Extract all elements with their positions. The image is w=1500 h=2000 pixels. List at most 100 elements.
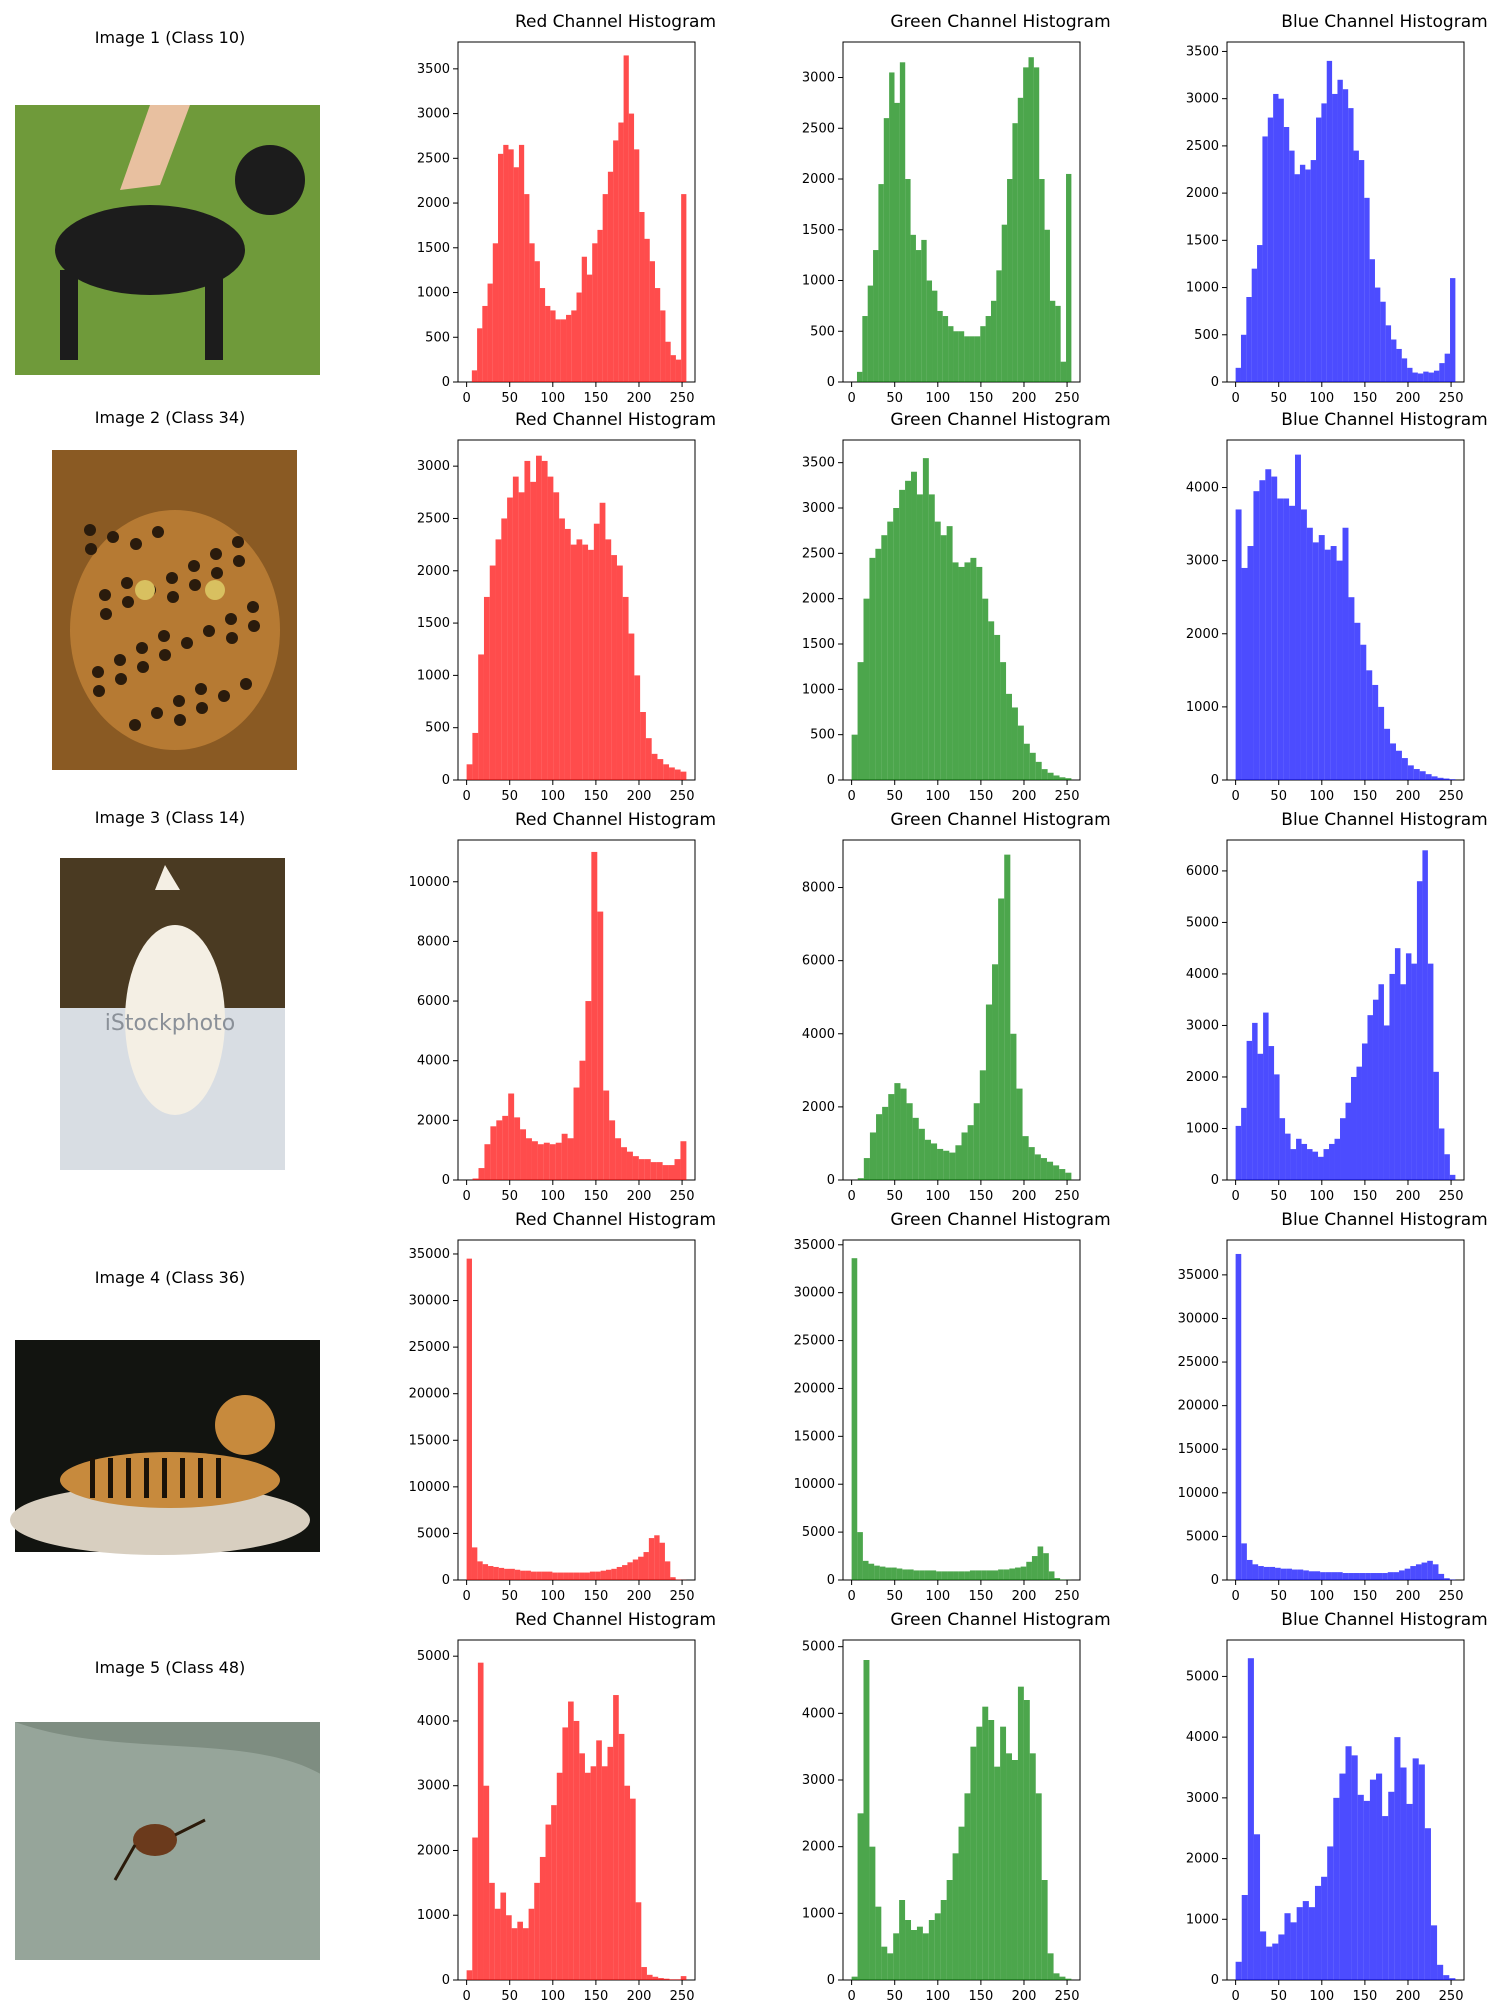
chart-title: Blue Channel Histogram bbox=[1281, 1210, 1488, 1230]
histogram-bar bbox=[1348, 1573, 1354, 1580]
histogram-bar bbox=[550, 310, 556, 382]
histogram-bar bbox=[1235, 509, 1242, 780]
histogram-bar bbox=[669, 1979, 676, 1980]
x-tick-label: 200 bbox=[627, 1189, 652, 1200]
histogram-bar bbox=[478, 654, 484, 780]
histogram-bar bbox=[541, 1571, 548, 1580]
x-tick-label: 200 bbox=[1396, 789, 1421, 800]
y-tick-label: 0 bbox=[1211, 1973, 1219, 1988]
histogram-bar bbox=[579, 1572, 585, 1580]
x-tick-label: 200 bbox=[1012, 391, 1037, 402]
leopard-eye bbox=[205, 580, 225, 600]
y-tick-label: 1500 bbox=[1186, 233, 1219, 248]
histogram-bar bbox=[472, 1837, 478, 1980]
histogram-bar bbox=[501, 518, 508, 780]
histogram-bar bbox=[937, 1148, 944, 1180]
y-tick-label: 3000 bbox=[1186, 92, 1219, 107]
histogram-bar bbox=[1400, 1767, 1407, 1980]
y-tick-label: 2000 bbox=[1186, 627, 1219, 642]
histogram-bar bbox=[1401, 358, 1408, 382]
histogram-chart: 0 500 1000 1500 2000 2500 3000 3500 0 50 100 150 200… bbox=[802, 439, 1081, 800]
histogram-bar bbox=[1432, 1564, 1439, 1580]
histogram-bar bbox=[888, 1094, 895, 1180]
histogram-bar bbox=[660, 310, 666, 382]
x-tick-label: 0 bbox=[847, 789, 855, 800]
histogram-bar bbox=[1364, 197, 1370, 382]
histogram-bar bbox=[875, 1906, 882, 1980]
histogram-bar bbox=[584, 1772, 591, 1980]
y-tick-label: 4000 bbox=[417, 1714, 450, 1729]
histogram-bar bbox=[477, 1662, 484, 1980]
histogram-bar bbox=[911, 471, 917, 780]
histogram-bar bbox=[1427, 963, 1434, 1180]
histogram-bar bbox=[964, 1793, 971, 1980]
histogram-bar bbox=[942, 316, 949, 382]
histogram-bar bbox=[498, 1567, 505, 1580]
x-tick-label: 150 bbox=[968, 789, 993, 800]
x-tick-label: 150 bbox=[968, 391, 993, 402]
histogram-bar bbox=[1286, 1568, 1292, 1580]
histogram-bar bbox=[996, 270, 1002, 382]
leopard-spot bbox=[159, 649, 171, 661]
chart-title: Green Channel Histogram bbox=[890, 1610, 1111, 1630]
histogram-bar bbox=[928, 494, 935, 780]
histogram-bar bbox=[915, 250, 922, 382]
histogram-bar bbox=[504, 1568, 510, 1580]
y-tick-label: 0 bbox=[827, 773, 835, 788]
chart-title: Blue Channel Histogram bbox=[1281, 12, 1488, 32]
histogram-bar bbox=[851, 734, 858, 780]
histogram-bar bbox=[1033, 67, 1040, 382]
histogram-bar bbox=[881, 535, 888, 780]
histogram-bar bbox=[1258, 1566, 1264, 1580]
histogram-bar bbox=[573, 1087, 580, 1180]
histogram-chart: 0 5000 10000 15000 20000 25000 30000 35000 0 50 10… bbox=[794, 1238, 1081, 1600]
x-tick-label: 100 bbox=[925, 789, 950, 800]
histogram-bar bbox=[567, 1138, 574, 1180]
histogram-bar bbox=[1290, 1149, 1297, 1180]
person-arm bbox=[120, 105, 190, 190]
y-tick-label: 30000 bbox=[409, 1294, 450, 1309]
histogram-bar bbox=[1391, 339, 1397, 382]
histogram-bar bbox=[1336, 560, 1343, 780]
histogram-bar bbox=[863, 1158, 870, 1180]
histogram-bar bbox=[674, 769, 681, 780]
histogram-bar bbox=[1437, 1964, 1444, 1980]
histogram-bar bbox=[1271, 476, 1278, 780]
histogram-bar bbox=[511, 1928, 518, 1980]
histogram-bar bbox=[586, 274, 593, 382]
histogram-bar bbox=[1059, 1169, 1066, 1180]
histogram-bar bbox=[652, 1976, 659, 1980]
histogram-bar bbox=[1438, 1128, 1445, 1180]
x-tick-label: 250 bbox=[670, 789, 695, 800]
x-tick-label: 100 bbox=[925, 1189, 950, 1200]
histogram-bar bbox=[657, 759, 664, 780]
x-tick-label: 0 bbox=[462, 1189, 470, 1200]
histogram-bar bbox=[875, 548, 882, 780]
histogram-bar bbox=[508, 149, 514, 382]
x-tick-label: 50 bbox=[501, 789, 518, 800]
y-tick-label: 3000 bbox=[1186, 1018, 1219, 1033]
histogram-bar bbox=[934, 521, 941, 780]
histogram-bar bbox=[1396, 348, 1402, 382]
histogram-bar bbox=[953, 331, 959, 382]
y-tick-label: 1500 bbox=[417, 616, 450, 631]
x-tick-label: 250 bbox=[1439, 1989, 1464, 2000]
histogram-bar bbox=[1407, 367, 1413, 382]
histogram-bar bbox=[1055, 305, 1061, 382]
x-tick-label: 100 bbox=[925, 1589, 950, 1600]
histogram-bar bbox=[1443, 1975, 1450, 1980]
histogram-bar bbox=[466, 1970, 473, 1980]
x-tick-label: 0 bbox=[1231, 1989, 1239, 2000]
leopard-spot bbox=[92, 666, 104, 678]
y-tick-label: 1500 bbox=[802, 637, 835, 652]
histogram-bar bbox=[1294, 174, 1300, 382]
histogram-bar bbox=[1266, 1946, 1273, 1980]
y-tick-label: 1000 bbox=[417, 668, 450, 683]
row-label: Image 1 (Class 10) bbox=[94, 28, 246, 47]
histogram-bar bbox=[1306, 527, 1313, 780]
histogram-bar bbox=[529, 243, 535, 382]
y-tick-label: 3500 bbox=[802, 456, 835, 471]
x-tick-label: 200 bbox=[627, 391, 652, 402]
y-tick-label: 8000 bbox=[417, 934, 450, 949]
histogram-bar bbox=[632, 1156, 639, 1180]
